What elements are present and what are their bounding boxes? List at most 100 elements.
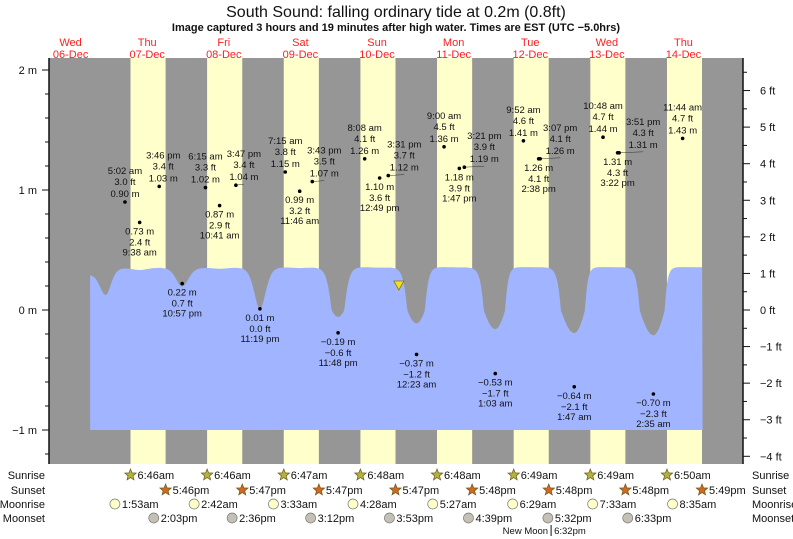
- high-tide-point: [203, 185, 208, 190]
- moonset-moon-icon: [305, 512, 316, 524]
- moonset-moon-icon: [226, 512, 238, 524]
- moonset-time: 4:39pm: [475, 513, 512, 525]
- left-axis-tick-label: 0 m: [19, 305, 37, 317]
- day-label-weekday: Sun: [367, 37, 387, 49]
- sunrise-time: 6:48am: [444, 470, 481, 482]
- low-tide-point: [137, 220, 142, 225]
- moonrise-time: 8:35am: [680, 499, 717, 511]
- moonset-time: 2:36pm: [239, 513, 276, 525]
- sunset-time: 5:46pm: [173, 485, 210, 497]
- tide-label: 11:19 pm: [240, 334, 279, 345]
- tide-label: 3.3 ft: [195, 163, 216, 174]
- day-label-weekday: Fri: [217, 37, 230, 49]
- low-tide-label: 1.18 m3.9 ft1:47 pm: [442, 172, 476, 204]
- tide-label-leader: [312, 180, 325, 182]
- tide-label-leader: [464, 165, 485, 168]
- tide-label: −1.7 ft: [482, 389, 509, 400]
- low-tide-label: −0.53 m−1.7 ft1:03 am: [478, 378, 513, 410]
- tide-label: 2.4 ft: [129, 237, 150, 248]
- tide-label: 0.90 m: [110, 189, 139, 200]
- tide-label: 0.0 ft: [249, 324, 270, 335]
- moonrise-time: 1:53am: [122, 499, 159, 511]
- tide-label: 3.4 ft: [153, 161, 174, 172]
- sunrise-time: 6:46am: [137, 470, 174, 482]
- low-tide-label: 1.31 m4.3 ft3:22 pm: [600, 157, 634, 189]
- tide-label: 12:49 pm: [360, 203, 400, 214]
- tide-label: 11:48 pm: [319, 358, 358, 369]
- right-axis-tick-label: 1 ft: [760, 268, 775, 280]
- left-axis-tick-label: 2 m: [19, 65, 37, 77]
- moonrise-row-label: Moonrise: [0, 499, 45, 511]
- chart-subtitle: Image captured 3 hours and 19 minutes af…: [172, 22, 621, 34]
- tide-label: 3.0 ft: [114, 177, 135, 188]
- right-axis-tick-label: 5 ft: [760, 122, 775, 134]
- tide-label: −0.64 m: [557, 391, 592, 402]
- tide-label: 1.26 m: [524, 163, 553, 174]
- tide-label: −2.3 ft: [640, 409, 667, 420]
- high-tide-label: 3:31 pm3.7 ft1.12 m: [387, 140, 421, 174]
- high-tide-point: [617, 151, 621, 155]
- tide-label-leader: [388, 174, 405, 176]
- sunset-star-icon: [465, 483, 479, 496]
- tide-label: −2.1 ft: [561, 402, 588, 413]
- tide-label: 2:35 am: [636, 419, 670, 430]
- high-tide-label: 3:43 pm3.5 ft1.07 m: [307, 146, 341, 180]
- high-tide-point: [680, 136, 685, 141]
- tide-label: −0.53 m: [478, 378, 513, 389]
- tide-label: 3.2 ft: [289, 206, 310, 217]
- low-tide-point: [572, 385, 577, 389]
- sunrise-star-icon: [507, 468, 521, 481]
- right-axis-tick-label: −3 ft: [760, 415, 782, 427]
- moonrise-moon-icon: [587, 498, 598, 510]
- tide-label: 8:08 am: [348, 123, 382, 134]
- tide-label: 1.26 m: [350, 146, 379, 157]
- moonrise-moon-icon: [507, 498, 518, 510]
- sunset-time: 5:47pm: [326, 485, 363, 497]
- moonset-time: 2:03pm: [161, 513, 198, 525]
- chart-title: South Sound: falling ordinary tide at 0.…: [226, 4, 566, 21]
- tide-label-leader: [619, 151, 644, 154]
- sunset-time: 5:47pm: [402, 485, 439, 497]
- moonrise-moon-icon: [109, 498, 121, 510]
- day-label-date: 07-Dec: [129, 49, 165, 61]
- right-axis-tick-label: −2 ft: [760, 378, 782, 390]
- sunset-row-label: Sunset: [11, 485, 45, 497]
- moonrise-time: 2:42am: [201, 499, 238, 511]
- tide-label: 7:15 am: [268, 136, 302, 147]
- high-tide-label: 7:15 am3.8 ft1.15 m: [268, 136, 302, 170]
- tide-label: 11:44 am: [663, 102, 702, 113]
- tide-label: 3:46 pm: [146, 150, 180, 161]
- tide-label: 2.9 ft: [209, 221, 230, 232]
- tide-label: 1.31 m: [629, 140, 658, 151]
- sunrise-row-label-right: Sunrise: [752, 470, 789, 482]
- tide-label: 1.02 m: [191, 175, 220, 186]
- tide-label: 4.6 ft: [513, 116, 534, 127]
- moonset-moon-icon: [384, 512, 395, 524]
- tide-leader-layer: [235, 151, 644, 186]
- right-axis-tick-label: 6 ft: [760, 86, 775, 98]
- moonset-moon-icon: [542, 512, 554, 524]
- day-label-weekday: Thu: [674, 37, 693, 49]
- moonset-time: 5:32pm: [555, 513, 592, 525]
- tide-label: 1.18 m: [445, 172, 474, 183]
- sunrise-star-icon: [277, 468, 291, 481]
- tide-label: 4.1 ft: [354, 134, 375, 145]
- tide-label: 6:15 am: [188, 152, 222, 163]
- tide-label: 3:07 pm: [543, 123, 577, 134]
- sunset-star-icon: [695, 483, 709, 496]
- tide-label: 1:03 am: [478, 399, 512, 410]
- sunrise-star-icon: [353, 468, 368, 481]
- tide-label: 3.9 ft: [474, 142, 495, 153]
- day-label-weekday: Thu: [138, 37, 157, 49]
- moonrise-moon-icon: [667, 498, 678, 510]
- tide-label: 4.1 ft: [550, 134, 571, 145]
- tide-label: 1.26 m: [546, 146, 575, 157]
- low-tide-point: [217, 203, 222, 208]
- tide-label: −0.70 m: [636, 398, 671, 409]
- sunrise-time: 6:49am: [521, 470, 558, 482]
- low-tide-point: [493, 371, 498, 376]
- tide-label: 0.7 ft: [172, 299, 193, 310]
- low-tide-point: [377, 176, 382, 180]
